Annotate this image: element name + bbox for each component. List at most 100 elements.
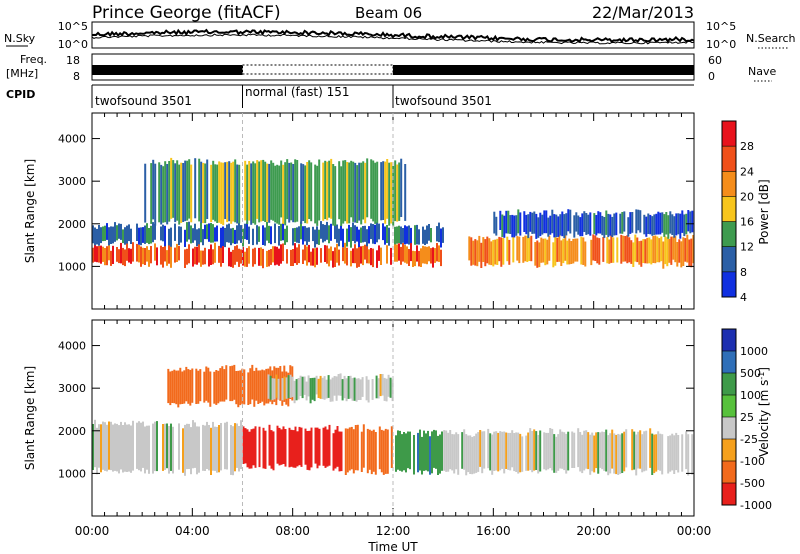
echo-cell — [194, 422, 196, 468]
echo-cell — [631, 429, 634, 471]
echo-cell — [244, 251, 246, 267]
echo-cell — [258, 426, 261, 468]
echo-cell — [583, 430, 586, 471]
echo-cell — [232, 227, 234, 244]
echo-cell — [298, 226, 300, 244]
echo-cell — [276, 246, 278, 265]
echo-cell — [246, 222, 248, 240]
echo-cell — [658, 238, 661, 263]
echo-cell — [425, 433, 427, 471]
echo-cell — [168, 242, 170, 264]
echo-cell — [238, 248, 240, 267]
echo-cell — [248, 246, 250, 264]
echo-cell — [659, 433, 662, 471]
echo-cell — [335, 376, 338, 401]
echo-cell — [308, 160, 311, 219]
echo-cell — [499, 210, 502, 230]
echo-cell — [437, 435, 439, 475]
colorbar-swatch — [722, 483, 736, 505]
echo-cell — [324, 245, 326, 262]
velocity-colorbar: 1000 500 100 25 -25 -100 -500 -1000 Velocity [m… — [721, 328, 772, 512]
echo-cell — [609, 433, 612, 474]
echo-cell — [467, 435, 470, 473]
noise-right-label: N.Search — [746, 32, 796, 45]
velocity-colorbar-swatches: 1000 500 100 25 -25 -100 -500 -1000 — [721, 328, 772, 512]
echo-cell — [579, 432, 582, 472]
echo-cell — [501, 214, 504, 237]
echo-cell — [218, 161, 221, 223]
echo-cell — [635, 434, 638, 476]
echo-cell — [182, 428, 184, 473]
colorbar-tick-label: -1000 — [740, 499, 772, 512]
echo-cell — [398, 225, 400, 243]
echo-cell — [494, 239, 497, 265]
echo-cell — [414, 251, 416, 267]
colorbar-swatch — [722, 351, 736, 373]
echo-cell — [619, 213, 622, 234]
echo-cell — [577, 428, 580, 468]
echo-cell — [360, 227, 362, 243]
echo-cell — [681, 210, 684, 233]
echo-cell — [497, 432, 500, 472]
echo-cell — [615, 212, 618, 236]
echo-cell — [284, 228, 286, 245]
echo-cell — [164, 423, 166, 470]
echo-cell — [212, 160, 215, 220]
echo-cell — [237, 370, 240, 408]
echo-cell — [281, 378, 284, 401]
echo-cell — [234, 423, 236, 472]
echo-cell — [300, 163, 303, 224]
echo-cell — [220, 227, 222, 248]
echo-cell — [401, 434, 403, 472]
echo-cell — [617, 433, 620, 475]
echo-cell — [515, 432, 518, 472]
echo-cell — [283, 376, 286, 400]
echo-cell — [336, 426, 339, 467]
echo-cell — [342, 160, 345, 224]
echo-cell — [605, 210, 608, 235]
echo-cell — [229, 366, 232, 402]
echo-cell — [128, 248, 130, 263]
echo-cell — [580, 236, 583, 265]
echo-cell — [92, 225, 94, 244]
echo-cell — [647, 213, 650, 234]
echo-cell — [396, 164, 399, 222]
echo-cell — [102, 226, 104, 242]
echo-cell — [549, 215, 552, 235]
echo-cell — [570, 241, 573, 264]
x-tick-label: 00:00 — [677, 524, 712, 538]
echo-cell — [253, 370, 256, 407]
echo-cell — [124, 227, 126, 245]
echo-cell — [236, 225, 238, 244]
echo-cell — [166, 250, 168, 266]
echo-cell — [366, 246, 368, 264]
echo-cell — [252, 161, 255, 224]
echo-cell — [507, 210, 510, 234]
echo-cell — [341, 379, 344, 401]
echo-cell — [136, 422, 138, 469]
echo-cell — [589, 212, 592, 236]
echo-cell — [362, 245, 364, 266]
echo-cell — [334, 429, 337, 469]
echo-cell — [383, 377, 386, 401]
echo-cell — [150, 246, 152, 264]
echo-cell — [215, 370, 218, 405]
echo-cell — [190, 225, 192, 244]
echo-cell — [234, 246, 236, 265]
colorbar-swatch — [722, 221, 736, 247]
echo-cell — [565, 433, 568, 474]
echo-cell — [482, 237, 485, 262]
echo-cell — [298, 244, 300, 264]
velocity-colorbar-title: Velocity [m s-1] — [757, 367, 771, 457]
echo-cell — [569, 209, 572, 234]
echo-cell — [212, 421, 214, 471]
echo-cell — [252, 428, 255, 466]
echo-cell — [420, 248, 422, 267]
echo-cell — [674, 236, 677, 263]
echo-cell — [642, 239, 645, 263]
noise-left-label: N.Sky — [4, 32, 36, 45]
x-tick-label: 00:00 — [75, 524, 110, 538]
echo-cell — [574, 238, 577, 262]
echo-band — [267, 373, 394, 404]
